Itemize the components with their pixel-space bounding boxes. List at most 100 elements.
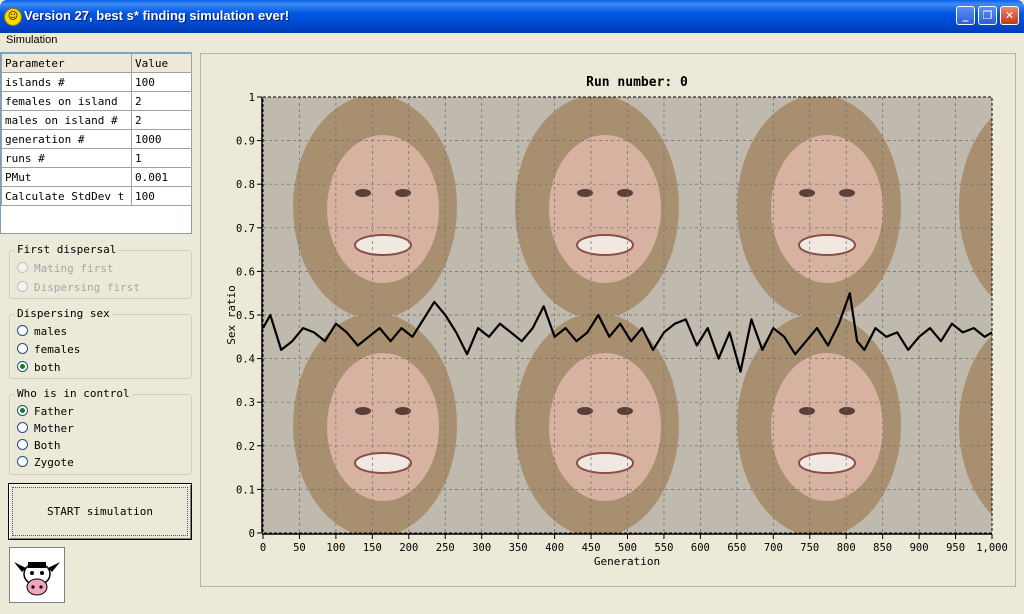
param-value[interactable]: 2 <box>131 91 192 111</box>
radio-mating-first[interactable]: Mating first <box>17 262 113 275</box>
x-tick-label: 600 <box>691 542 710 554</box>
y-tick-label: 0.1 <box>236 484 255 496</box>
eye-shape <box>355 189 371 197</box>
x-tick-label: 150 <box>363 542 382 554</box>
x-tick-label: 650 <box>727 542 746 554</box>
smile-shape <box>798 452 856 474</box>
face-shape <box>327 353 439 501</box>
title-bar: ☺ Version 27, best s* finding simulation… <box>0 0 1024 33</box>
smile-shape <box>576 234 634 256</box>
eye-shape <box>839 407 855 415</box>
sex-ratio-line <box>262 292 993 373</box>
y-tick-label: 0.8 <box>236 179 255 191</box>
sex-ratio-chart: 0 50 100 150 200 250 300 350 400 450 500 550 600 650 7… <box>225 75 1008 568</box>
x-tick-label: 1,000 <box>976 542 1008 554</box>
eye-shape <box>577 189 593 197</box>
radio-dispersing-first[interactable]: Dispersing first <box>17 281 140 294</box>
close-button[interactable]: ✕ <box>1000 6 1019 25</box>
x-axis-label: Generation <box>594 555 660 568</box>
maximize-button[interactable]: ❐ <box>978 6 997 25</box>
control-group: Who is in control Father Mother Both Zyg… <box>9 387 192 475</box>
eye-shape <box>577 407 593 415</box>
param-value[interactable]: 1000 <box>131 129 192 149</box>
menu-simulation[interactable]: Simulation <box>6 34 58 46</box>
radio-zygote[interactable]: Zygote <box>17 456 74 469</box>
hair-shape <box>959 117 992 297</box>
eye-shape <box>355 407 371 415</box>
hair-shape <box>959 335 992 515</box>
x-tick-label: 700 <box>764 542 783 554</box>
face-shape <box>771 135 883 283</box>
group-title: First dispersal <box>15 243 119 256</box>
x-tick-label: 500 <box>618 542 637 554</box>
table-row: PMut 0.001 <box>1 167 192 187</box>
logo-button[interactable] <box>9 547 65 603</box>
table-row: islands # 100 <box>1 72 192 92</box>
radio-label: males <box>34 325 68 338</box>
param-value[interactable]: 2 <box>131 110 192 130</box>
param-value[interactable]: 1 <box>131 148 192 168</box>
radio-selected-icon <box>17 405 28 416</box>
parameter-grid[interactable]: Parameter Value islands # 100 females on… <box>0 52 192 234</box>
face-shape <box>771 353 883 501</box>
eye-shape <box>617 189 633 197</box>
radio-father[interactable]: Father <box>17 405 74 418</box>
start-simulation-button[interactable]: START simulation <box>8 483 192 540</box>
radio-label: Mating first <box>34 262 114 275</box>
chart-panel: 0 50 100 150 200 250 300 350 400 450 500 550 600 650 7… <box>200 53 1016 587</box>
radio-males[interactable]: males <box>17 325 67 338</box>
y-tick-label: 1 <box>249 92 255 104</box>
y-tick-label: 0.2 <box>236 441 255 453</box>
y-tick-label: 0.3 <box>236 397 255 409</box>
column-header-value[interactable]: Value <box>131 53 192 73</box>
radio-both-control[interactable]: Both <box>17 439 61 452</box>
x-tick-label: 50 <box>293 542 306 554</box>
radio-label: Both <box>34 439 61 452</box>
table-row: Calculate StdDev t 100 <box>1 186 192 206</box>
param-value[interactable]: 100 <box>131 72 192 92</box>
eye-shape <box>799 407 815 415</box>
y-tick-labels: 0 0.1 0.2 0.3 0.4 0.5 0.6 0.7 0.8 0.9 1 <box>236 92 262 540</box>
y-tick-label: 0.6 <box>236 266 255 278</box>
param-name: females on island <box>1 91 132 111</box>
param-name: Calculate StdDev t <box>1 186 132 206</box>
radio-circle-icon <box>17 456 28 467</box>
radio-label: females <box>34 343 81 356</box>
cow-icon <box>14 562 60 596</box>
radio-label: Mother <box>34 422 74 435</box>
dispersing-sex-group: Dispersing sex males females both <box>9 307 192 379</box>
x-tick-label: 450 <box>582 542 601 554</box>
param-name: generation # <box>1 129 132 149</box>
table-row: generation # 1000 <box>1 129 192 149</box>
plot-border <box>262 96 993 534</box>
table-row: females on island 2 <box>1 91 192 111</box>
param-name: PMut <box>1 167 132 187</box>
smiley-icon: ☺ <box>4 8 22 26</box>
eye-shape <box>799 189 815 197</box>
x-tick-label: 800 <box>837 542 856 554</box>
radio-mother[interactable]: Mother <box>17 422 74 435</box>
x-tick-label: 400 <box>545 542 564 554</box>
radio-both[interactable]: both <box>17 361 61 374</box>
table-row: males on island # 2 <box>1 110 192 130</box>
eye-shape <box>395 407 411 415</box>
radio-females[interactable]: females <box>17 343 80 356</box>
x-tick-labels: 0 50 100 150 200 250 300 350 400 450 500 550 600 650 7… <box>260 534 1008 554</box>
param-value[interactable]: 100 <box>131 186 192 206</box>
column-header-parameter[interactable]: Parameter <box>1 53 132 73</box>
smile-shape <box>576 452 634 474</box>
chart-title: Run number: 0 <box>586 75 688 90</box>
x-tick-label: 200 <box>399 542 418 554</box>
radio-circle-icon <box>17 281 28 292</box>
x-tick-label: 750 <box>800 542 819 554</box>
table-row: runs # 1 <box>1 148 192 168</box>
minimize-button[interactable]: _ <box>956 6 975 25</box>
chart-grid <box>263 97 992 533</box>
x-tick-label: 0 <box>260 542 266 554</box>
param-name: islands # <box>1 72 132 92</box>
param-value[interactable]: 0.001 <box>131 167 192 187</box>
smile-shape <box>354 234 412 256</box>
eye-shape <box>617 407 633 415</box>
radio-label: Dispersing first <box>34 281 140 294</box>
eye-shape <box>395 189 411 197</box>
